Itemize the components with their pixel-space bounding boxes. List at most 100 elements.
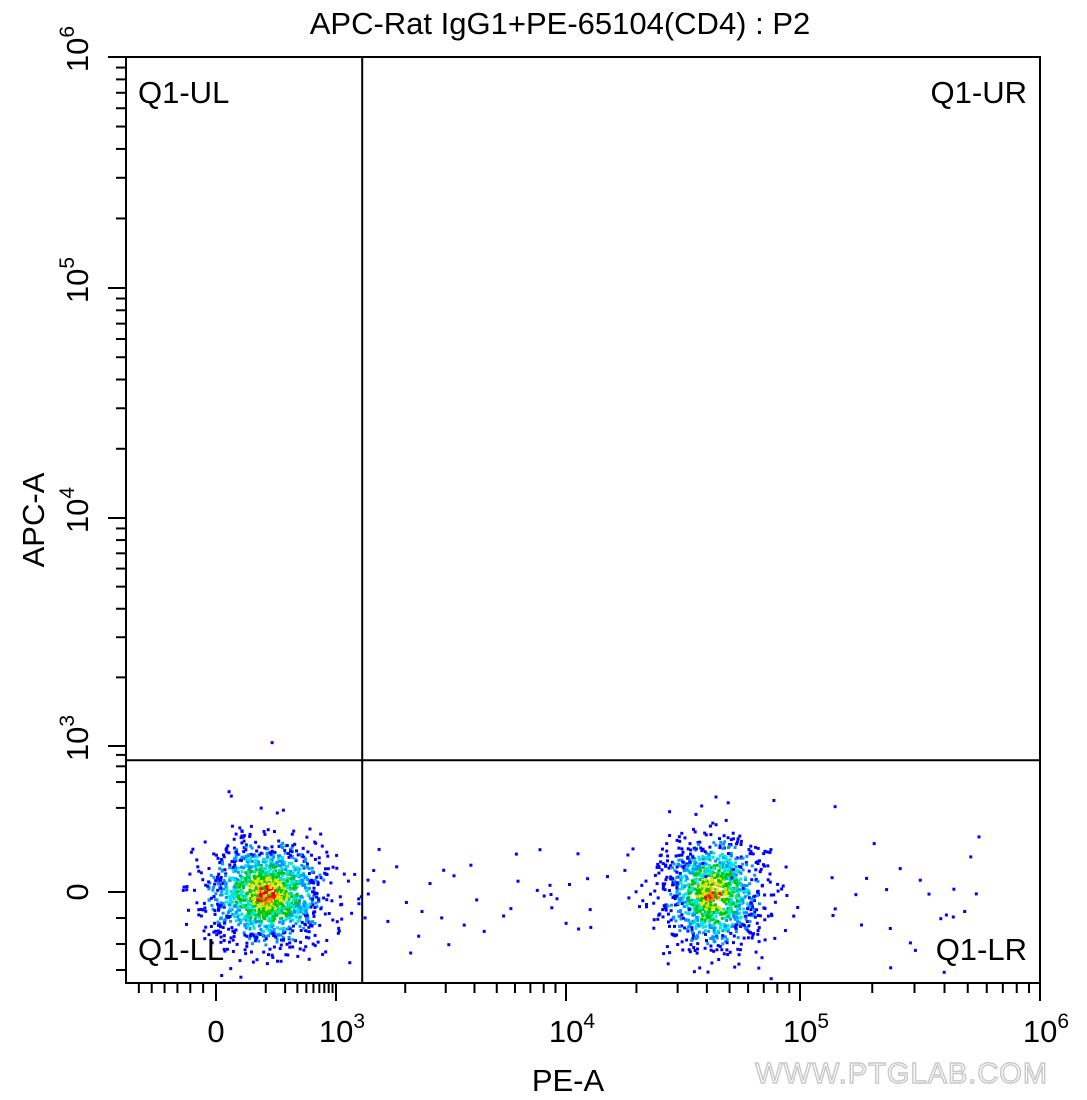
data-point (735, 883, 739, 887)
data-point (312, 881, 316, 885)
data-point (830, 876, 834, 880)
data-point (283, 918, 287, 922)
data-point (719, 890, 723, 893)
data-point (311, 879, 315, 883)
data-point (297, 903, 301, 907)
data-point (709, 905, 713, 909)
data-point (220, 905, 224, 909)
data-point (243, 880, 247, 884)
data-point (304, 945, 308, 949)
data-point (673, 879, 677, 883)
data-point (228, 901, 232, 905)
data-point (256, 900, 260, 904)
data-point (679, 875, 683, 879)
data-point (231, 912, 235, 916)
data-point (688, 907, 691, 911)
data-point (313, 857, 317, 861)
data-point (748, 920, 752, 923)
data-point (235, 890, 239, 894)
data-point (246, 899, 250, 903)
data-point (357, 897, 361, 901)
data-point (285, 915, 289, 919)
data-point (284, 867, 288, 871)
x-tick-label: 103 (319, 1010, 365, 1049)
data-point (757, 940, 761, 944)
data-point (274, 881, 278, 885)
data-point (302, 912, 306, 916)
data-point (282, 863, 286, 867)
data-point (760, 956, 764, 960)
data-point (229, 967, 233, 971)
data-point (682, 885, 686, 888)
data-point (236, 894, 240, 898)
y-axis-label: APC-A (16, 472, 51, 567)
data-point (236, 866, 240, 870)
data-point (696, 899, 700, 903)
data-point (299, 906, 303, 910)
data-point (744, 877, 747, 881)
data-point (236, 905, 240, 909)
data-point (695, 951, 699, 955)
data-point (250, 895, 254, 899)
data-point (287, 907, 291, 911)
data-point (736, 894, 740, 897)
data-point (314, 841, 318, 845)
data-point (243, 877, 247, 880)
data-point (709, 873, 713, 876)
data-point (215, 933, 219, 937)
data-point (692, 946, 696, 949)
data-point (197, 908, 201, 912)
data-point (720, 916, 724, 920)
data-point (741, 923, 745, 927)
data-point (253, 909, 257, 913)
data-point (722, 907, 726, 911)
data-point (718, 846, 722, 850)
data-point (673, 933, 677, 937)
data-point (250, 846, 254, 850)
data-point (722, 885, 726, 888)
data-point (737, 903, 741, 907)
data-point (689, 943, 693, 947)
data-point (713, 921, 717, 925)
data-point (292, 908, 296, 911)
data-point (211, 907, 215, 911)
data-point (699, 920, 703, 924)
data-point (749, 850, 753, 854)
data-point (209, 896, 213, 900)
data-point (281, 911, 285, 915)
data-point (705, 889, 709, 893)
data-point (703, 892, 707, 896)
data-point (217, 931, 221, 935)
data-point (263, 846, 267, 850)
data-point (768, 880, 772, 884)
data-point (717, 879, 721, 883)
data-point (737, 953, 741, 957)
data-point (665, 842, 669, 846)
data-point (686, 899, 690, 903)
data-point (700, 894, 704, 898)
data-point (693, 919, 697, 922)
data-point (286, 953, 290, 957)
data-point (304, 914, 308, 918)
data-point (267, 926, 271, 930)
data-point (749, 852, 753, 856)
data-point (668, 889, 671, 892)
data-point (693, 913, 696, 917)
data-point (235, 881, 239, 885)
data-point (219, 935, 223, 939)
data-point (744, 915, 748, 918)
data-point (744, 861, 748, 865)
data-point (270, 915, 274, 919)
data-point (244, 864, 248, 868)
data-point (725, 897, 728, 901)
data-point (918, 878, 922, 882)
data-point (253, 876, 257, 879)
data-point (217, 922, 221, 926)
data-point (733, 924, 737, 928)
data-point (698, 878, 702, 882)
data-point (763, 918, 767, 922)
data-point (644, 879, 648, 883)
data-point (724, 887, 728, 891)
data-point (249, 916, 253, 920)
data-point (304, 889, 308, 892)
